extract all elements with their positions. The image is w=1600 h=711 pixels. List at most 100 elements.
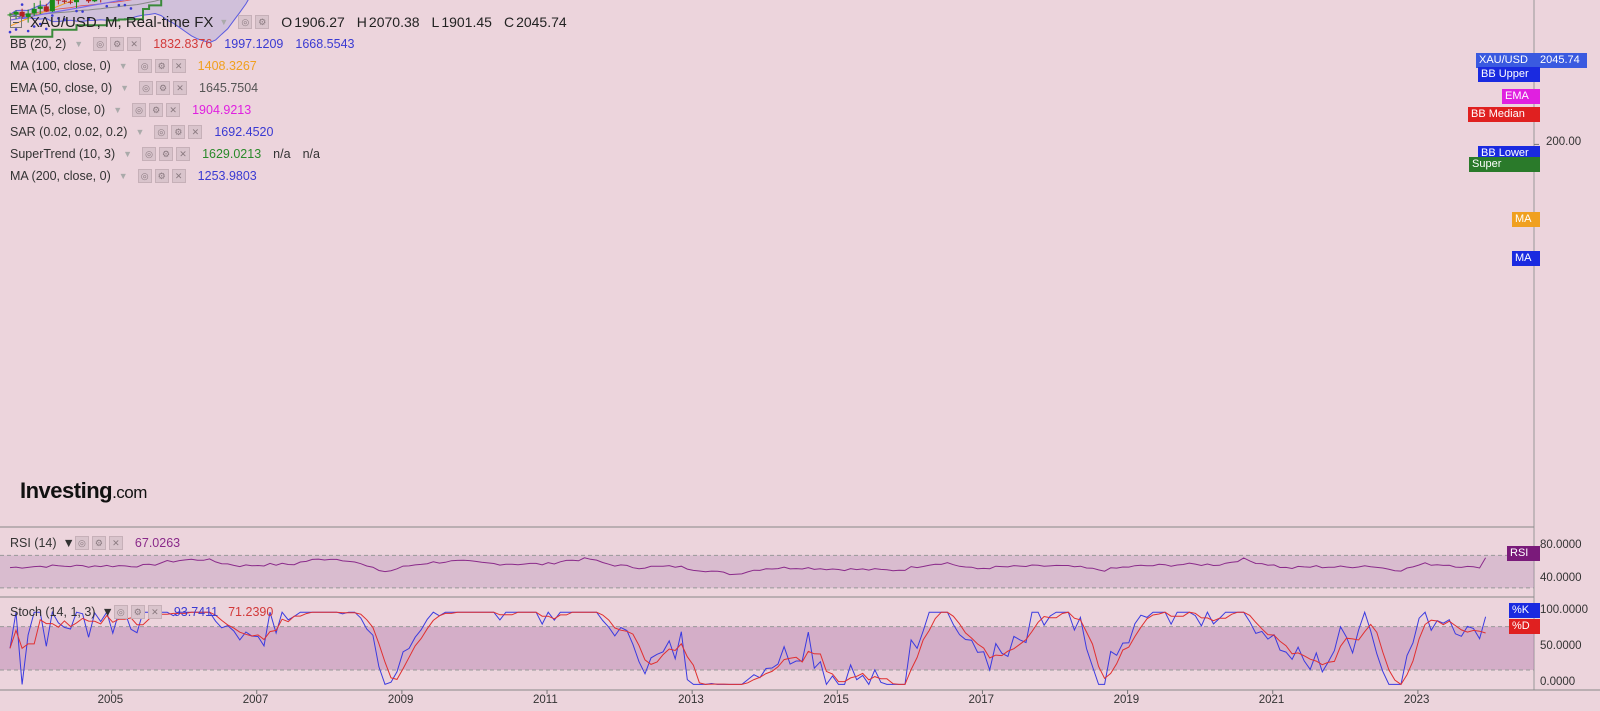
rsi-dropdown-icon[interactable]: ▼: [62, 536, 75, 550]
ohlc-key: C: [503, 14, 515, 30]
indicator-name: SAR (0.02, 0.02, 0.2): [10, 125, 128, 139]
stoch-settings-icons[interactable]: ◎ ⚙ ✕: [113, 605, 162, 619]
stoch-tick-label: 0.0000: [1540, 676, 1576, 689]
sar-dot: [129, 7, 133, 10]
bollinger-band-fill: [10, 0, 249, 43]
candle: [7, 14, 13, 16]
chevron-down-icon[interactable]: ▼: [123, 149, 133, 159]
ohlc-c: C 2045.74: [504, 14, 567, 30]
ohlc-value: 1906.27: [294, 14, 345, 30]
candle: [55, 0, 61, 1]
sar-dot: [20, 3, 24, 6]
indicator-value: n/a: [302, 147, 320, 161]
stoch-dropdown-icon[interactable]: ▼: [101, 605, 114, 619]
rsi-settings-icons[interactable]: ◎ ⚙ ✕: [74, 536, 123, 550]
ohlc-values: O 1906.27 H 2070.38 L 1901.45 C 2045.74: [281, 14, 578, 30]
rsi-line: [9, 557, 1487, 576]
indicator-name: MA (200, close, 0): [10, 169, 111, 183]
candle: [31, 8, 37, 14]
time-tick-label: 2017: [968, 694, 995, 706]
indicator-row[interactable]: EMA (50, close, 0) ▼ ◎ ⚙ ✕ 1645.7504: [10, 77, 579, 99]
indicator-settings-icons[interactable]: ◎ ⚙ ✕: [154, 125, 203, 139]
symbol-header: XAU/USD, M, Real-time FX ▼ ◎ ⚙ O 1906.27 H 2…: [10, 11, 579, 33]
indicator-row[interactable]: EMA (5, close, 0) ▼ ◎ ⚙ ✕ 1904.9213: [10, 99, 579, 121]
symbol-title: XAU/USD, M, Real-time FX: [30, 13, 214, 31]
indicator-settings-icons[interactable]: ◎ ⚙ ✕: [142, 147, 191, 161]
sar-dot: [105, 4, 109, 8]
sar-dot: [75, 9, 78, 13]
sar-dot: [32, 25, 36, 28]
indicator-settings-icons[interactable]: ◎ ⚙ ✕: [137, 59, 186, 73]
ohlc-key: L: [431, 14, 440, 30]
indicator-name: EMA (5, close, 0): [10, 103, 106, 117]
time-tick-label: 2007: [242, 694, 269, 706]
indicator-row[interactable]: SAR (0.02, 0.02, 0.2) ▼ ◎ ⚙ ✕ 1692.4520: [10, 121, 579, 143]
indicator-list: BB (20, 2) ▼ ◎ ⚙ ✕ 1832.8376 1997.1209 1668.554…: [10, 33, 579, 187]
indicator-row[interactable]: MA (200, close, 0) ▼ ◎ ⚙ ✕ 1253.9803: [10, 165, 579, 187]
ohlc-value: 2070.38: [368, 14, 420, 30]
rsi-tag: RSI: [1507, 546, 1540, 561]
candle: [67, 1, 74, 3]
chart-legend: XAU/USD, M, Real-time FX ▼ ◎ ⚙ O 1906.27 H 2…: [10, 11, 579, 187]
bb-median-tag: BB Median: [1468, 107, 1540, 122]
time-tick-label: 2005: [97, 694, 124, 706]
indicator-value: 1692.4520: [214, 125, 274, 139]
chevron-down-icon[interactable]: ▼: [118, 171, 128, 181]
price-tick-label: 200.00: [1546, 136, 1582, 149]
ma200-tag: MA: [1512, 251, 1540, 266]
ohlc-l: L 1901.45: [432, 14, 492, 30]
stoch-tick-label: 50.0000: [1540, 640, 1582, 653]
chevron-down-icon[interactable]: ▼: [74, 39, 84, 49]
price-tick-label: 400.00: [1546, 0, 1581, 2]
indicator-settings-icons[interactable]: ◎ ⚙ ✕: [132, 103, 181, 117]
ema-tag: EMA: [1502, 89, 1540, 104]
supertrend-tag: Super: [1469, 157, 1540, 172]
rsi-legend-name: RSI (14): [10, 536, 57, 550]
ohlc-value: 1901.45: [441, 14, 492, 30]
candle: [73, 0, 80, 3]
chevron-down-icon[interactable]: ▼: [219, 17, 229, 27]
indicator-name: SuperTrend (10, 3): [10, 147, 116, 161]
collapse-icon[interactable]: [10, 16, 22, 28]
ohlc-key: O: [281, 14, 293, 30]
chevron-down-icon[interactable]: ▼: [118, 61, 128, 71]
indicator-value: 1904.9213: [192, 103, 252, 117]
bb-upper-tag: BB Upper: [1478, 67, 1540, 82]
stoch-legend-name: Stoch (14, 1, 3): [10, 605, 96, 619]
candle: [92, 0, 98, 2]
rsi-band: [0, 555, 1534, 588]
chevron-down-icon[interactable]: ▼: [120, 83, 130, 93]
sar-dot: [44, 27, 48, 31]
logo-suffix: .com: [112, 483, 147, 502]
sar-dot: [26, 29, 30, 33]
indicator-value: 1629.0213: [202, 147, 262, 161]
candle: [25, 13, 31, 17]
time-tick-label: 2011: [533, 694, 558, 706]
indicator-row[interactable]: SuperTrend (10, 3) ▼ ◎ ⚙ ✕ 1629.0213 n/a n/a: [10, 143, 579, 165]
series-settings-icons[interactable]: ◎ ⚙: [238, 15, 270, 29]
indicator-row[interactable]: BB (20, 2) ▼ ◎ ⚙ ✕ 1832.8376 1997.1209 1668.554…: [10, 33, 579, 55]
indicator-row[interactable]: MA (100, close, 0) ▼ ◎ ⚙ ✕ 1408.3267: [10, 55, 579, 77]
sar-dot: [63, 18, 66, 21]
indicator-value: 1668.5543: [295, 37, 355, 51]
sar-dot: [14, 28, 18, 31]
time-tick-label: 2019: [1113, 694, 1140, 706]
time-tick-label: 2023: [1403, 694, 1430, 706]
indicator-settings-icons[interactable]: ◎ ⚙ ✕: [93, 37, 142, 51]
sar-dot: [57, 16, 60, 20]
indicator-settings-icons[interactable]: ◎ ⚙ ✕: [137, 169, 186, 183]
stoch-d-line: [9, 611, 1486, 686]
rsi-legend-value: 67.0263: [134, 536, 181, 550]
stoch-legend: Stoch (14, 1, 3) ▼ ◎ ⚙ ✕ 93.7411 71.2390: [10, 605, 273, 619]
indicator-name: MA (100, close, 0): [10, 59, 111, 73]
ma100-tag: MA: [1512, 212, 1540, 227]
indicator-settings-icons[interactable]: ◎ ⚙ ✕: [139, 81, 188, 95]
sar-dot: [117, 3, 121, 7]
chevron-down-icon[interactable]: ▼: [135, 127, 145, 137]
chevron-down-icon[interactable]: ▼: [113, 105, 123, 115]
sar-dot: [87, 17, 90, 21]
time-tick-label: 2013: [678, 694, 704, 706]
rsi-legend: RSI (14) ▼ ◎ ⚙ ✕ 67.0263: [10, 536, 180, 550]
time-tick-label: 2015: [823, 694, 849, 706]
